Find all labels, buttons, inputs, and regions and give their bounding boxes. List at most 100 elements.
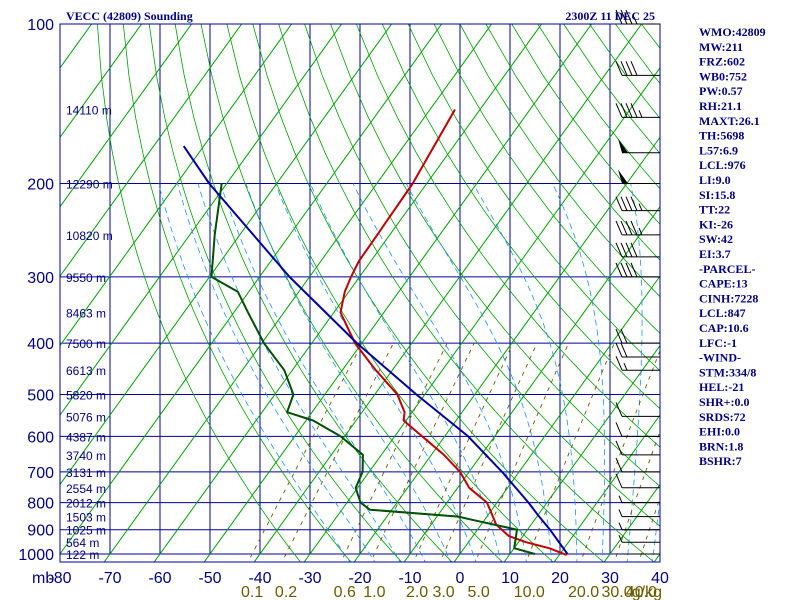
moist-adiabat bbox=[352, 183, 527, 562]
mixing-ratio-line bbox=[281, 342, 394, 562]
index-line: EI:3.7 bbox=[699, 247, 731, 261]
index-line: CAP:10.6 bbox=[699, 321, 749, 335]
mixing-ratio-unit: g/kg bbox=[632, 584, 662, 600]
diagram-grid bbox=[60, 24, 660, 562]
isotherm-line bbox=[503, 344, 660, 562]
temperature-tick-label: -50 bbox=[198, 570, 221, 587]
mixing-ratio-label: 3.0 bbox=[432, 584, 454, 600]
moist-adiabat bbox=[405, 183, 553, 562]
index-line: BRN:1.8 bbox=[699, 439, 743, 453]
wind-barb bbox=[618, 495, 660, 504]
indices-panel: WMO:42809MW:211FRZ:602WB0:752PW:0.57RH:2… bbox=[699, 25, 766, 468]
isotherm-line bbox=[60, 24, 343, 416]
isotherm-line bbox=[60, 24, 443, 555]
wind-barb bbox=[615, 9, 660, 25]
dry-adiabat bbox=[148, 24, 403, 562]
index-line: SI:15.8 bbox=[699, 188, 735, 202]
temperature-tick-label: 40 bbox=[651, 570, 669, 587]
valid-time: 2300Z 11 DEC 25 bbox=[565, 9, 655, 23]
mixing-ratio-label: 10.0 bbox=[514, 584, 545, 600]
wind-barb bbox=[615, 473, 660, 489]
isotherm-line bbox=[60, 24, 243, 278]
station-title: VECC (42809) Sounding bbox=[66, 9, 193, 23]
dry-adiabat bbox=[381, 24, 660, 410]
index-line: SRDS:72 bbox=[699, 410, 746, 424]
isotherm-line bbox=[303, 67, 660, 562]
index-line: MW:211 bbox=[699, 40, 743, 54]
isotherm-line bbox=[553, 414, 660, 562]
isotherm-line bbox=[403, 205, 660, 562]
dewpoint-line bbox=[210, 183, 536, 555]
height-label: 4387 m bbox=[66, 430, 106, 444]
pressure-tick-label: 800 bbox=[27, 496, 54, 513]
pressure-tick-label: 600 bbox=[27, 429, 54, 446]
height-label: 1025 m bbox=[66, 524, 106, 538]
height-label: 3740 m bbox=[66, 449, 106, 463]
height-label: 5076 m bbox=[66, 410, 106, 424]
index-line: MAXT:26.1 bbox=[699, 114, 760, 128]
temperature-tick-label: 10 bbox=[501, 570, 519, 587]
temperature-tick-label: -40 bbox=[248, 570, 271, 587]
index-line: TT:22 bbox=[699, 203, 730, 217]
mixing-ratio-line bbox=[247, 342, 363, 562]
temperature-tick-label: -70 bbox=[98, 570, 121, 587]
index-line: LCL:847 bbox=[699, 306, 746, 320]
height-label: 9550 m bbox=[66, 271, 106, 285]
mixing-ratio-label: 20.0 bbox=[568, 584, 599, 600]
wind-barb bbox=[615, 262, 660, 278]
index-line: TH:5698 bbox=[699, 129, 744, 143]
isotherm-line bbox=[153, 24, 543, 562]
height-label: 10820 m bbox=[66, 229, 113, 243]
plot-frame bbox=[59, 23, 661, 563]
index-line: LFC:-1 bbox=[699, 336, 737, 350]
wind-barb bbox=[615, 342, 660, 358]
height-label: 1503 m bbox=[66, 511, 106, 525]
pressure-tick-label: 200 bbox=[27, 177, 54, 194]
temperature-tick-label: 20 bbox=[551, 570, 569, 587]
dry-adiabat bbox=[122, 24, 352, 562]
dry-adiabat bbox=[459, 24, 660, 298]
wind-barb bbox=[615, 103, 660, 118]
height-label: 2554 m bbox=[66, 482, 106, 496]
wind-barb bbox=[615, 196, 660, 212]
wind-barb bbox=[618, 509, 660, 518]
index-line: PW:0.57 bbox=[699, 84, 743, 98]
isotherm-line bbox=[203, 24, 593, 562]
temperature-tick-label: -10 bbox=[398, 570, 421, 587]
mixing-ratio-label: 40.0 bbox=[626, 584, 657, 600]
index-line: STM:334/8 bbox=[699, 365, 756, 379]
dry-adiabat bbox=[433, 24, 660, 334]
temperature-tick-label: -60 bbox=[148, 570, 171, 587]
index-line: BSHR:7 bbox=[699, 454, 742, 468]
height-label: 12290 m bbox=[66, 178, 113, 192]
index-line: WB0:752 bbox=[699, 69, 747, 83]
isotherm-line bbox=[60, 24, 293, 347]
moist-adiabat bbox=[177, 183, 376, 562]
wind-barb bbox=[615, 242, 660, 258]
pressure-unit-label: mb bbox=[32, 570, 54, 587]
mixing-ratio-label: 30.0 bbox=[601, 584, 632, 600]
index-line: RH:21.1 bbox=[699, 99, 742, 113]
height-label: 14110 m bbox=[66, 104, 112, 118]
mixing-ratio-line bbox=[413, 342, 514, 562]
index-line: -PARCEL- bbox=[699, 262, 755, 276]
index-line: CINH:7228 bbox=[699, 291, 758, 305]
index-line: EHI:0.0 bbox=[699, 425, 740, 439]
height-label: 8463 m bbox=[66, 306, 106, 320]
moist-adiabat bbox=[220, 183, 426, 562]
wind-barb bbox=[615, 422, 660, 437]
temperature-tick-label: 30 bbox=[601, 570, 619, 587]
index-line: L57:6.9 bbox=[699, 143, 738, 157]
wind-barb bbox=[615, 61, 660, 76]
height-label: 6613 m bbox=[66, 364, 106, 378]
dry-adiabat bbox=[252, 24, 605, 562]
mixing-ratio-label: 0.2 bbox=[275, 584, 297, 600]
temperature-tick-label: -20 bbox=[348, 570, 371, 587]
dry-adiabat bbox=[407, 24, 660, 372]
index-line: WMO:42809 bbox=[699, 25, 766, 39]
temperature-tick-label: -30 bbox=[298, 570, 321, 587]
height-label: 7500 m bbox=[66, 337, 106, 351]
moist-adiabat bbox=[626, 183, 643, 562]
mixing-ratio-line bbox=[525, 342, 615, 562]
